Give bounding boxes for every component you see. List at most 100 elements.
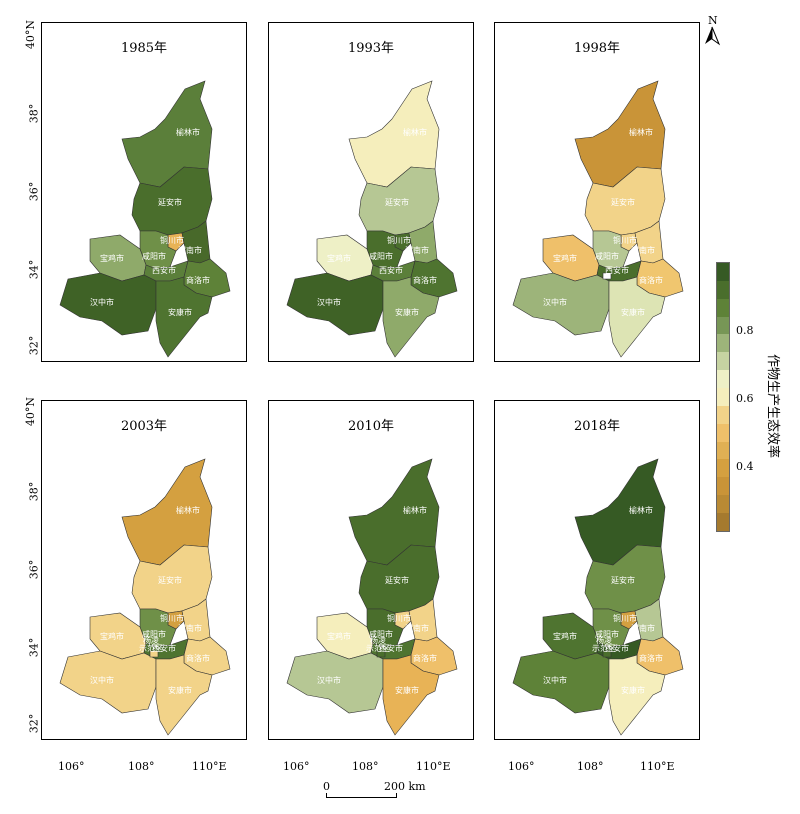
north-arrow: N: [702, 14, 722, 46]
region-label: 商洛市: [186, 275, 210, 285]
legend-swatch: [717, 441, 729, 460]
legend-swatch: [717, 388, 729, 406]
region-label: 安康市: [621, 307, 645, 317]
lat-tick: 34°: [27, 637, 41, 658]
legend-tick-label: 0.8: [736, 324, 754, 337]
map-panel: 2018年 榆林市 延安市 铜川市 渭南市 咸阳市 宝鸡市 西安市 商洛市 汉中市 安康市 杨凌 示范区: [494, 400, 700, 740]
legend-swatch: [717, 334, 729, 353]
region-label: 咸阳市: [369, 629, 393, 639]
region-label: 杨凌: [370, 635, 386, 645]
region-label: 安康市: [395, 307, 419, 317]
region-label: 渭南市: [405, 245, 429, 255]
region-label: 延安市: [158, 575, 182, 585]
region-label: 渭南市: [405, 623, 429, 633]
region-label: 榆林市: [176, 505, 200, 515]
region-label: 商洛市: [413, 653, 437, 663]
legend-swatch: [717, 370, 729, 389]
region-label: 铜川市: [613, 235, 637, 245]
region-label: 榆林市: [629, 127, 653, 137]
region-label: 榆林市: [403, 127, 427, 137]
region-label: 渭南市: [631, 245, 655, 255]
legend-swatch: [717, 263, 729, 281]
region-杨凌示范区: [602, 272, 612, 280]
legend-tick-label: 0.4: [736, 460, 754, 473]
north-arrow-icon: [705, 26, 721, 46]
lon-tick: 110°E: [192, 760, 227, 773]
region-label: 宝鸡市: [553, 253, 577, 263]
lat-tick: 40°N: [24, 396, 38, 427]
legend-swatch: [717, 513, 729, 531]
panel-title: 2010年: [347, 419, 395, 434]
lat-tick: 32°: [27, 335, 41, 356]
region-label: 榆林市: [403, 505, 427, 515]
legend-colorbar: [716, 262, 730, 532]
region-label: 渭南市: [178, 245, 202, 255]
region-label: 铜川市: [613, 613, 637, 623]
legend-swatch: [717, 423, 729, 442]
region-label: 安康市: [395, 685, 419, 695]
region-label: 宝鸡市: [327, 253, 351, 263]
legend-swatch: [717, 352, 729, 371]
panel-title: 1985年: [120, 41, 168, 56]
region-label: 汉中市: [543, 297, 567, 307]
region-label: 商洛市: [639, 653, 663, 663]
lat-tick: 40°N: [24, 19, 38, 50]
panel-title: 1993年: [347, 41, 395, 56]
legend-title: 作物生产生态效率: [765, 354, 780, 459]
map-panel: 1985年 榆林市 延安市 铜川市 渭南市 咸阳市 宝鸡市 西安市 商洛市 汉中市 安康市: [41, 22, 247, 362]
region-label: 杨凌: [143, 635, 159, 645]
region-label: 咸阳市: [142, 251, 166, 261]
region-label: 榆林市: [629, 505, 653, 515]
lon-tick: 108°: [352, 760, 379, 773]
region-杨凌示范区: [376, 650, 386, 658]
region-安康市: [608, 654, 666, 736]
scale-left-label: 0: [323, 780, 330, 793]
region-label: 延安市: [611, 575, 635, 585]
legend-swatch: [717, 280, 729, 299]
map-panel: 2010年 榆林市 延安市 铜川市 渭南市 咸阳市 宝鸡市 西安市 商洛市 汉中市 安康市 杨凌 示范区: [268, 400, 474, 740]
panel-title: 2003年: [120, 419, 168, 434]
region-label: 安康市: [621, 685, 645, 695]
region-label: 宝鸡市: [327, 631, 351, 641]
region-label: 西安市: [152, 265, 176, 275]
lat-tick: 36°: [27, 559, 41, 580]
region-label: 示范区: [592, 643, 616, 653]
lat-tick: 38°: [27, 481, 41, 502]
region-label: 安康市: [168, 307, 192, 317]
region-label: 咸阳市: [595, 251, 619, 261]
region-安康市: [155, 276, 213, 358]
region-label: 安康市: [168, 685, 192, 695]
legend-swatch: [717, 459, 729, 478]
lat-tick: 32°: [27, 713, 41, 734]
region-label: 西安市: [152, 643, 176, 653]
region-label: 铜川市: [160, 613, 184, 623]
region-label: 榆林市: [176, 127, 200, 137]
lon-tick: 110°E: [640, 760, 675, 773]
region-label: 咸阳市: [595, 629, 619, 639]
lat-tick: 34°: [27, 259, 41, 280]
region-label: 汉中市: [317, 675, 341, 685]
scale-bar: 0 200 km: [322, 780, 442, 802]
legend-tick-label: 0.6: [736, 392, 754, 405]
legend-swatch: [717, 316, 729, 335]
region-label: 渭南市: [178, 623, 202, 633]
region-label: 示范区: [366, 643, 390, 653]
region-安康市: [608, 276, 666, 358]
region-label: 宝鸡市: [553, 631, 577, 641]
legend-swatch: [717, 298, 729, 317]
region-label: 汉中市: [90, 675, 114, 685]
region-label: 商洛市: [639, 275, 663, 285]
region-杨凌示范区: [149, 650, 159, 658]
region-label: 杨凌: [596, 635, 612, 645]
lon-tick: 106°: [283, 760, 310, 773]
region-label: 商洛市: [186, 653, 210, 663]
region-label: 商洛市: [413, 275, 437, 285]
region-label: 汉中市: [90, 297, 114, 307]
region-label: 咸阳市: [142, 629, 166, 639]
region-label: 宝鸡市: [100, 631, 124, 641]
